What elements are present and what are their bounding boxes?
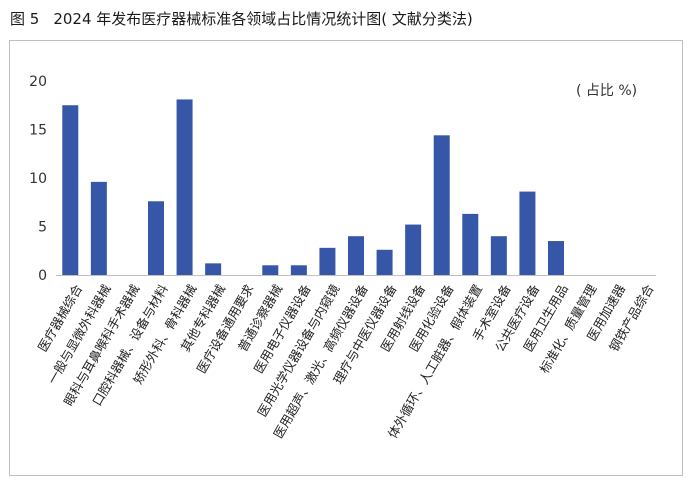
y-tick-label: 20 [29, 74, 47, 90]
bar [90, 181, 107, 275]
bar [262, 265, 279, 275]
bar [405, 224, 422, 275]
y-axis: 0 5 10 15 20 [29, 74, 47, 284]
bar [348, 236, 364, 275]
bar [290, 265, 307, 275]
bar [148, 201, 164, 275]
bar [433, 135, 450, 275]
figure-title: 图 5 2024 年发布医疗器械标准各领域占比情况统计图( 文献分类法) [10, 8, 473, 29]
bar [519, 191, 536, 275]
y-tick-label: 5 [38, 220, 47, 236]
unit-label: ( 占比 %) [576, 83, 637, 99]
bar [376, 249, 393, 275]
y-tick-label: 10 [29, 171, 47, 187]
bar-chart: ( 占比 %) 0 5 10 15 20 医疗器械综合一般与显微外科器械眼科与耳鼻喉科手… [29, 74, 657, 441]
bar [462, 213, 479, 275]
figure-title-text: 2024 年发布医疗器械标准各领域占比情况统计图( 文献分类法) [53, 10, 473, 28]
figure-number: 图 5 [10, 10, 40, 28]
bar [205, 263, 222, 275]
chart-frame: ( 占比 %) 0 5 10 15 20 医疗器械综合 一般与显微外科器械 眼科与耳鼻喉科手… [9, 40, 683, 476]
x-axis-labels: 医疗器械综合一般与显微外科器械眼科与耳鼻喉科手术器械口腔科器械、设备与材料矫形外… [35, 281, 657, 440]
bars-group [62, 99, 564, 276]
bar [319, 247, 336, 275]
bar [490, 236, 507, 275]
bar [176, 99, 193, 276]
bar [548, 241, 564, 275]
y-tick-label: 15 [29, 123, 47, 139]
y-tick-label: 0 [38, 268, 47, 284]
bar [62, 105, 79, 275]
